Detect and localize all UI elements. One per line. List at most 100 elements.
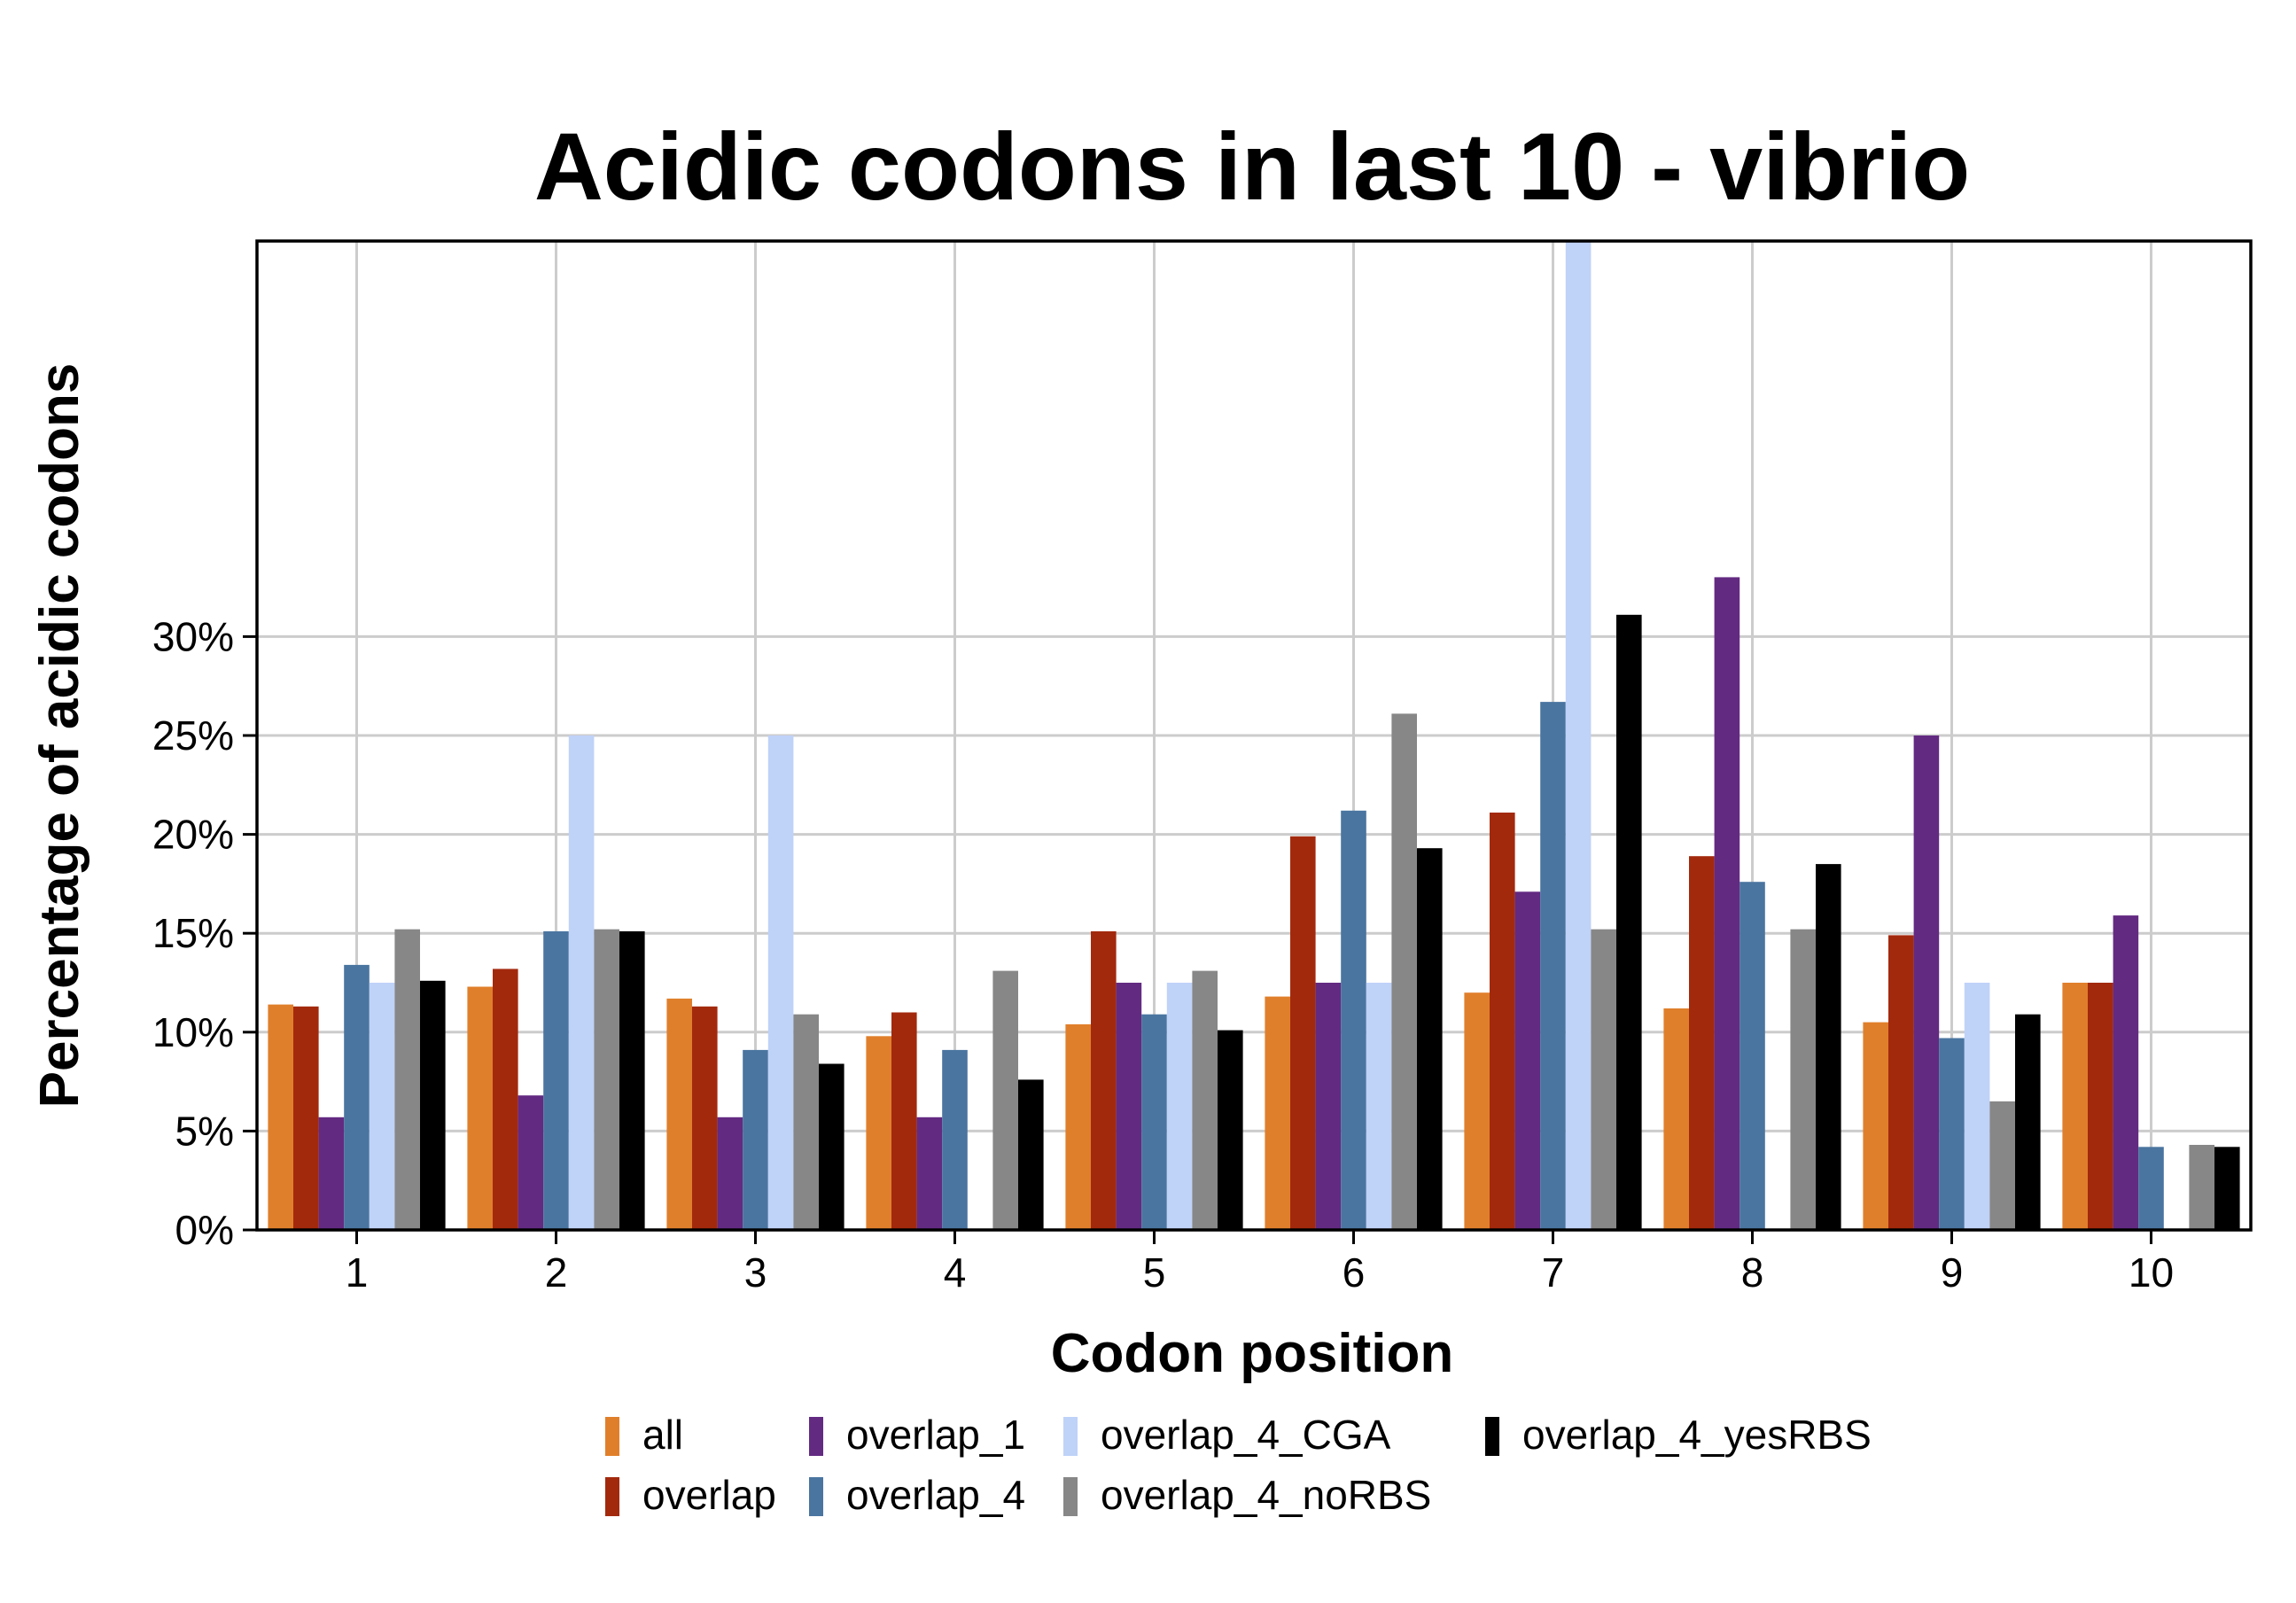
- bar-overlap_1-pos-9: [1913, 735, 1940, 1230]
- legend-swatch: [1063, 1417, 1078, 1456]
- legend-swatch: [1485, 1417, 1499, 1456]
- bar-overlap_4_yesRBS-pos-7: [1616, 614, 1642, 1230]
- bar-overlap_4_CGA-pos-3: [767, 735, 794, 1230]
- bars: [268, 241, 2240, 1230]
- bar-overlap_4_CGA-pos-7: [1565, 241, 1592, 1230]
- bar-all-pos-9: [1863, 1022, 1888, 1230]
- bar-overlap_1-pos-1: [318, 1117, 345, 1230]
- x-tick-label: 1: [346, 1249, 369, 1296]
- bar-overlap_4_yesRBS-pos-2: [619, 931, 645, 1230]
- y-tick-label: 5%: [175, 1108, 234, 1154]
- bar-overlap_1-pos-10: [2113, 915, 2139, 1230]
- x-tick-label: 3: [744, 1249, 767, 1296]
- x-tick-label: 6: [1343, 1249, 1366, 1296]
- legend-item-overlap_4: overlap_4: [809, 1472, 1025, 1518]
- bar-overlap-pos-6: [1290, 836, 1316, 1230]
- bar-overlap_4_CGA-pos-9: [1964, 983, 1990, 1230]
- x-tick-label: 9: [1941, 1249, 1964, 1296]
- legend-label: overlap_4_noRBS: [1101, 1472, 1431, 1518]
- bar-overlap_4_noRBS-pos-1: [394, 929, 420, 1230]
- bar-overlap-pos-9: [1888, 935, 1914, 1230]
- bar-overlap_1-pos-4: [916, 1117, 943, 1230]
- bar-all-pos-2: [467, 986, 493, 1230]
- bar-overlap_4_yesRBS-pos-8: [1816, 864, 1841, 1230]
- bar-overlap-pos-1: [293, 1006, 319, 1230]
- bar-overlap_1-pos-6: [1315, 983, 1342, 1230]
- bar-overlap_4-pos-1: [344, 964, 370, 1230]
- legend-label: overlap_4_yesRBS: [1522, 1412, 1872, 1458]
- bar-all-pos-4: [866, 1036, 891, 1230]
- y-axis-title: Percentage of acidic codons: [29, 363, 90, 1109]
- bar-overlap_4_noRBS-pos-9: [1989, 1101, 2015, 1230]
- bar-all-pos-5: [1065, 1023, 1091, 1230]
- bar-overlap_4_yesRBS-pos-4: [1018, 1079, 1044, 1230]
- y-tick-label: 20%: [152, 812, 234, 858]
- x-tick-label: 7: [1542, 1249, 1565, 1296]
- bar-overlap_4_yesRBS-pos-5: [1218, 1030, 1243, 1230]
- x-tick-label: 8: [1741, 1249, 1764, 1296]
- bar-overlap_1-pos-7: [1514, 891, 1541, 1230]
- legend-label: overlap: [642, 1472, 776, 1518]
- bar-overlap_4_yesRBS-pos-1: [420, 980, 446, 1230]
- x-tick-label: 4: [944, 1249, 967, 1296]
- legend-label: all: [642, 1412, 683, 1458]
- bar-all-pos-8: [1663, 1008, 1689, 1230]
- x-tick-label: 2: [545, 1249, 568, 1296]
- bar-all-pos-7: [1464, 992, 1490, 1230]
- legend-label: overlap_1: [846, 1412, 1025, 1458]
- bar-overlap_4-pos-3: [743, 1049, 768, 1230]
- bar-overlap_4-pos-2: [543, 931, 569, 1230]
- bar-overlap_4_yesRBS-pos-10: [2214, 1147, 2240, 1230]
- bar-all-pos-3: [666, 998, 692, 1230]
- bar-overlap-pos-2: [493, 969, 518, 1230]
- legend-item-overlap_4_CGA: overlap_4_CGA: [1063, 1412, 1391, 1458]
- legend-item-overlap_4_noRBS: overlap_4_noRBS: [1063, 1472, 1431, 1518]
- bar-overlap_4-pos-7: [1540, 702, 1566, 1230]
- bar-overlap_4_noRBS-pos-4: [992, 970, 1018, 1230]
- bar-overlap_4-pos-9: [1939, 1038, 1965, 1230]
- bar-overlap_4-pos-4: [942, 1049, 968, 1230]
- y-tick-label: 30%: [152, 613, 234, 659]
- bar-overlap_4_noRBS-pos-6: [1391, 713, 1417, 1230]
- legend-swatch: [1063, 1477, 1078, 1516]
- y-tick-label: 0%: [175, 1207, 234, 1253]
- legend-item-overlap_4_yesRBS: overlap_4_yesRBS: [1485, 1412, 1872, 1458]
- y-tick-label: 15%: [152, 910, 234, 956]
- bar-overlap_4_CGA-pos-5: [1166, 983, 1193, 1230]
- legend-item-overlap: overlap: [605, 1472, 776, 1518]
- bar-overlap-pos-5: [1091, 931, 1117, 1230]
- bar-overlap-pos-10: [2088, 983, 2113, 1230]
- x-axis-title: Codon position: [1051, 1323, 1454, 1384]
- legend-label: overlap_4: [846, 1472, 1025, 1518]
- bar-overlap_4-pos-6: [1341, 810, 1366, 1230]
- legend: all overlap overlap_1 overlap_4 overlap_4_CG…: [605, 1412, 1872, 1518]
- legend-item-overlap_1: overlap_1: [809, 1412, 1025, 1458]
- legend-swatch: [605, 1417, 619, 1456]
- bar-overlap-pos-4: [891, 1012, 917, 1230]
- legend-swatch: [605, 1477, 619, 1516]
- bar-overlap_4_CGA-pos-6: [1366, 983, 1392, 1230]
- bar-all-pos-6: [1265, 996, 1290, 1230]
- bar-overlap_4_noRBS-pos-10: [2189, 1145, 2214, 1230]
- bar-overlap_1-pos-5: [1116, 983, 1142, 1230]
- bar-overlap_4_CGA-pos-2: [568, 735, 595, 1230]
- bar-all-pos-1: [268, 1004, 293, 1230]
- bar-overlap-pos-7: [1490, 813, 1515, 1230]
- legend-swatch: [809, 1417, 823, 1456]
- x-tick-label: 5: [1143, 1249, 1166, 1296]
- axes: 0% 5% 10% 15% 20% 25% 30% 1 2 3 4 5 6 7 8 9 10: [152, 239, 2253, 1296]
- legend-swatch: [809, 1477, 823, 1516]
- x-tick-label: 10: [2129, 1249, 2174, 1296]
- bar-all-pos-10: [2062, 983, 2088, 1230]
- bar-overlap_4-pos-10: [2138, 1147, 2164, 1230]
- bar-overlap_4_yesRBS-pos-9: [2015, 1014, 2041, 1230]
- y-tick-label: 25%: [152, 712, 234, 759]
- bar-overlap-pos-3: [692, 1006, 718, 1230]
- bar-overlap_1-pos-2: [518, 1095, 544, 1230]
- bar-overlap_4_yesRBS-pos-6: [1417, 848, 1443, 1230]
- bar-overlap_4_noRBS-pos-3: [793, 1014, 819, 1230]
- bar-overlap_1-pos-3: [717, 1117, 743, 1230]
- bar-overlap_4_noRBS-pos-7: [1591, 929, 1616, 1230]
